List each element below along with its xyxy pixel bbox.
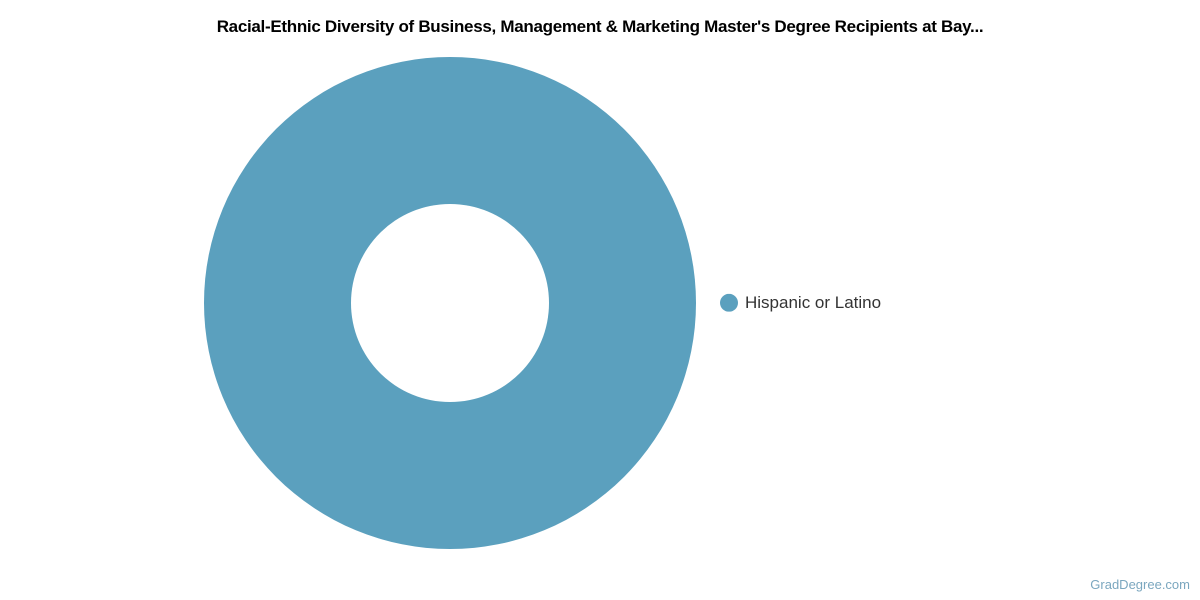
legend: Hispanic or Latino (720, 293, 881, 313)
legend-item-hispanic-or-latino[interactable]: Hispanic or Latino (720, 293, 881, 313)
donut-chart (204, 57, 696, 549)
watermark-graddegree-link[interactable]: GradDegree.com (1090, 577, 1190, 592)
donut-hole (351, 204, 549, 402)
legend-label: Hispanic or Latino (745, 292, 882, 312)
chart-title: Racial-Ethnic Diversity of Business, Man… (216, 17, 984, 36)
legend-circle-icon (720, 293, 738, 312)
